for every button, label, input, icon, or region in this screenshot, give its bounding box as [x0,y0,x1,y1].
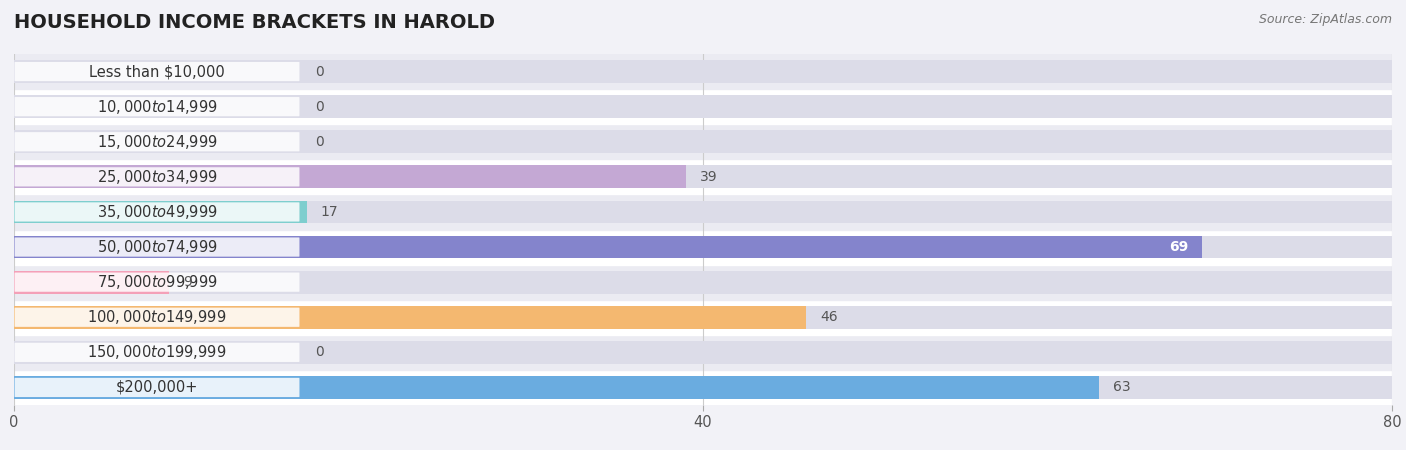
Text: $200,000+: $200,000+ [115,380,198,395]
Text: 69: 69 [1170,240,1188,254]
FancyBboxPatch shape [14,132,299,151]
FancyBboxPatch shape [14,97,299,116]
Bar [14,341,1392,364]
Text: 0: 0 [315,64,325,79]
Bar [14,124,1392,159]
FancyBboxPatch shape [14,273,299,292]
FancyBboxPatch shape [14,62,299,81]
Text: 0: 0 [315,99,325,114]
Bar [14,300,1392,335]
Text: 17: 17 [321,205,339,219]
Bar [14,265,1392,300]
FancyBboxPatch shape [14,378,299,397]
Bar [14,230,1392,265]
Text: $100,000 to $149,999: $100,000 to $149,999 [87,308,226,326]
Text: Source: ZipAtlas.com: Source: ZipAtlas.com [1258,14,1392,27]
Bar [14,54,1392,89]
Text: 39: 39 [700,170,717,184]
Bar [14,194,1392,230]
Text: 0: 0 [315,345,325,360]
Bar [14,236,1202,258]
Bar [14,271,1392,293]
FancyBboxPatch shape [14,308,299,327]
Text: 9: 9 [183,275,191,289]
FancyBboxPatch shape [14,202,299,221]
Bar [14,89,1392,124]
Bar [14,130,1392,153]
Text: $10,000 to $14,999: $10,000 to $14,999 [97,98,218,116]
Bar [14,376,1099,399]
Text: $50,000 to $74,999: $50,000 to $74,999 [97,238,218,256]
Bar [14,159,1392,194]
Bar [14,95,1392,118]
Text: $150,000 to $199,999: $150,000 to $199,999 [87,343,226,361]
Bar [14,306,807,328]
FancyBboxPatch shape [14,167,299,186]
Bar [14,166,686,188]
Text: $35,000 to $49,999: $35,000 to $49,999 [97,203,218,221]
Bar [14,60,1392,83]
Text: $25,000 to $34,999: $25,000 to $34,999 [97,168,218,186]
Text: 46: 46 [820,310,838,324]
Bar [14,271,169,293]
FancyBboxPatch shape [14,238,299,256]
Text: $75,000 to $99,999: $75,000 to $99,999 [97,273,218,291]
Bar [14,201,1392,223]
Text: $15,000 to $24,999: $15,000 to $24,999 [97,133,218,151]
Bar [14,236,1392,258]
Text: Less than $10,000: Less than $10,000 [89,64,225,79]
Bar [14,335,1392,370]
Bar [14,306,1392,328]
Text: 63: 63 [1114,380,1130,395]
Bar [14,376,1392,399]
Bar [14,370,1392,405]
Text: HOUSEHOLD INCOME BRACKETS IN HAROLD: HOUSEHOLD INCOME BRACKETS IN HAROLD [14,14,495,32]
Bar [14,201,307,223]
Text: 0: 0 [315,135,325,149]
Bar [14,166,1392,188]
FancyBboxPatch shape [14,343,299,362]
